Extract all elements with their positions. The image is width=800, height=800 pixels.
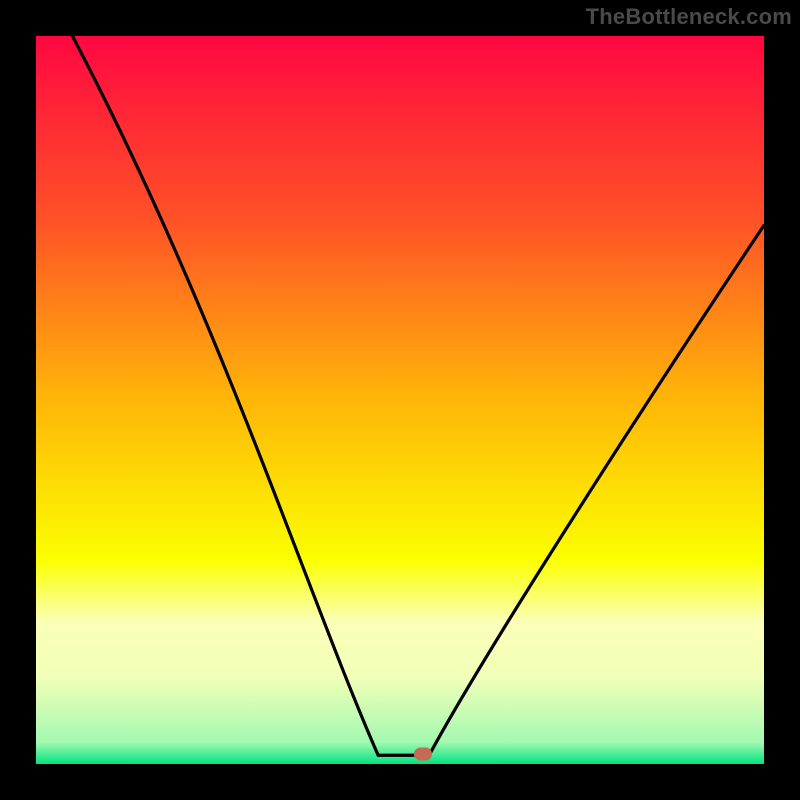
optimal-point-marker (414, 747, 432, 760)
curve-path (72, 36, 764, 755)
bottleneck-curve (0, 0, 800, 800)
watermark-text: TheBottleneck.com (586, 4, 792, 30)
chart-container: TheBottleneck.com (0, 0, 800, 800)
